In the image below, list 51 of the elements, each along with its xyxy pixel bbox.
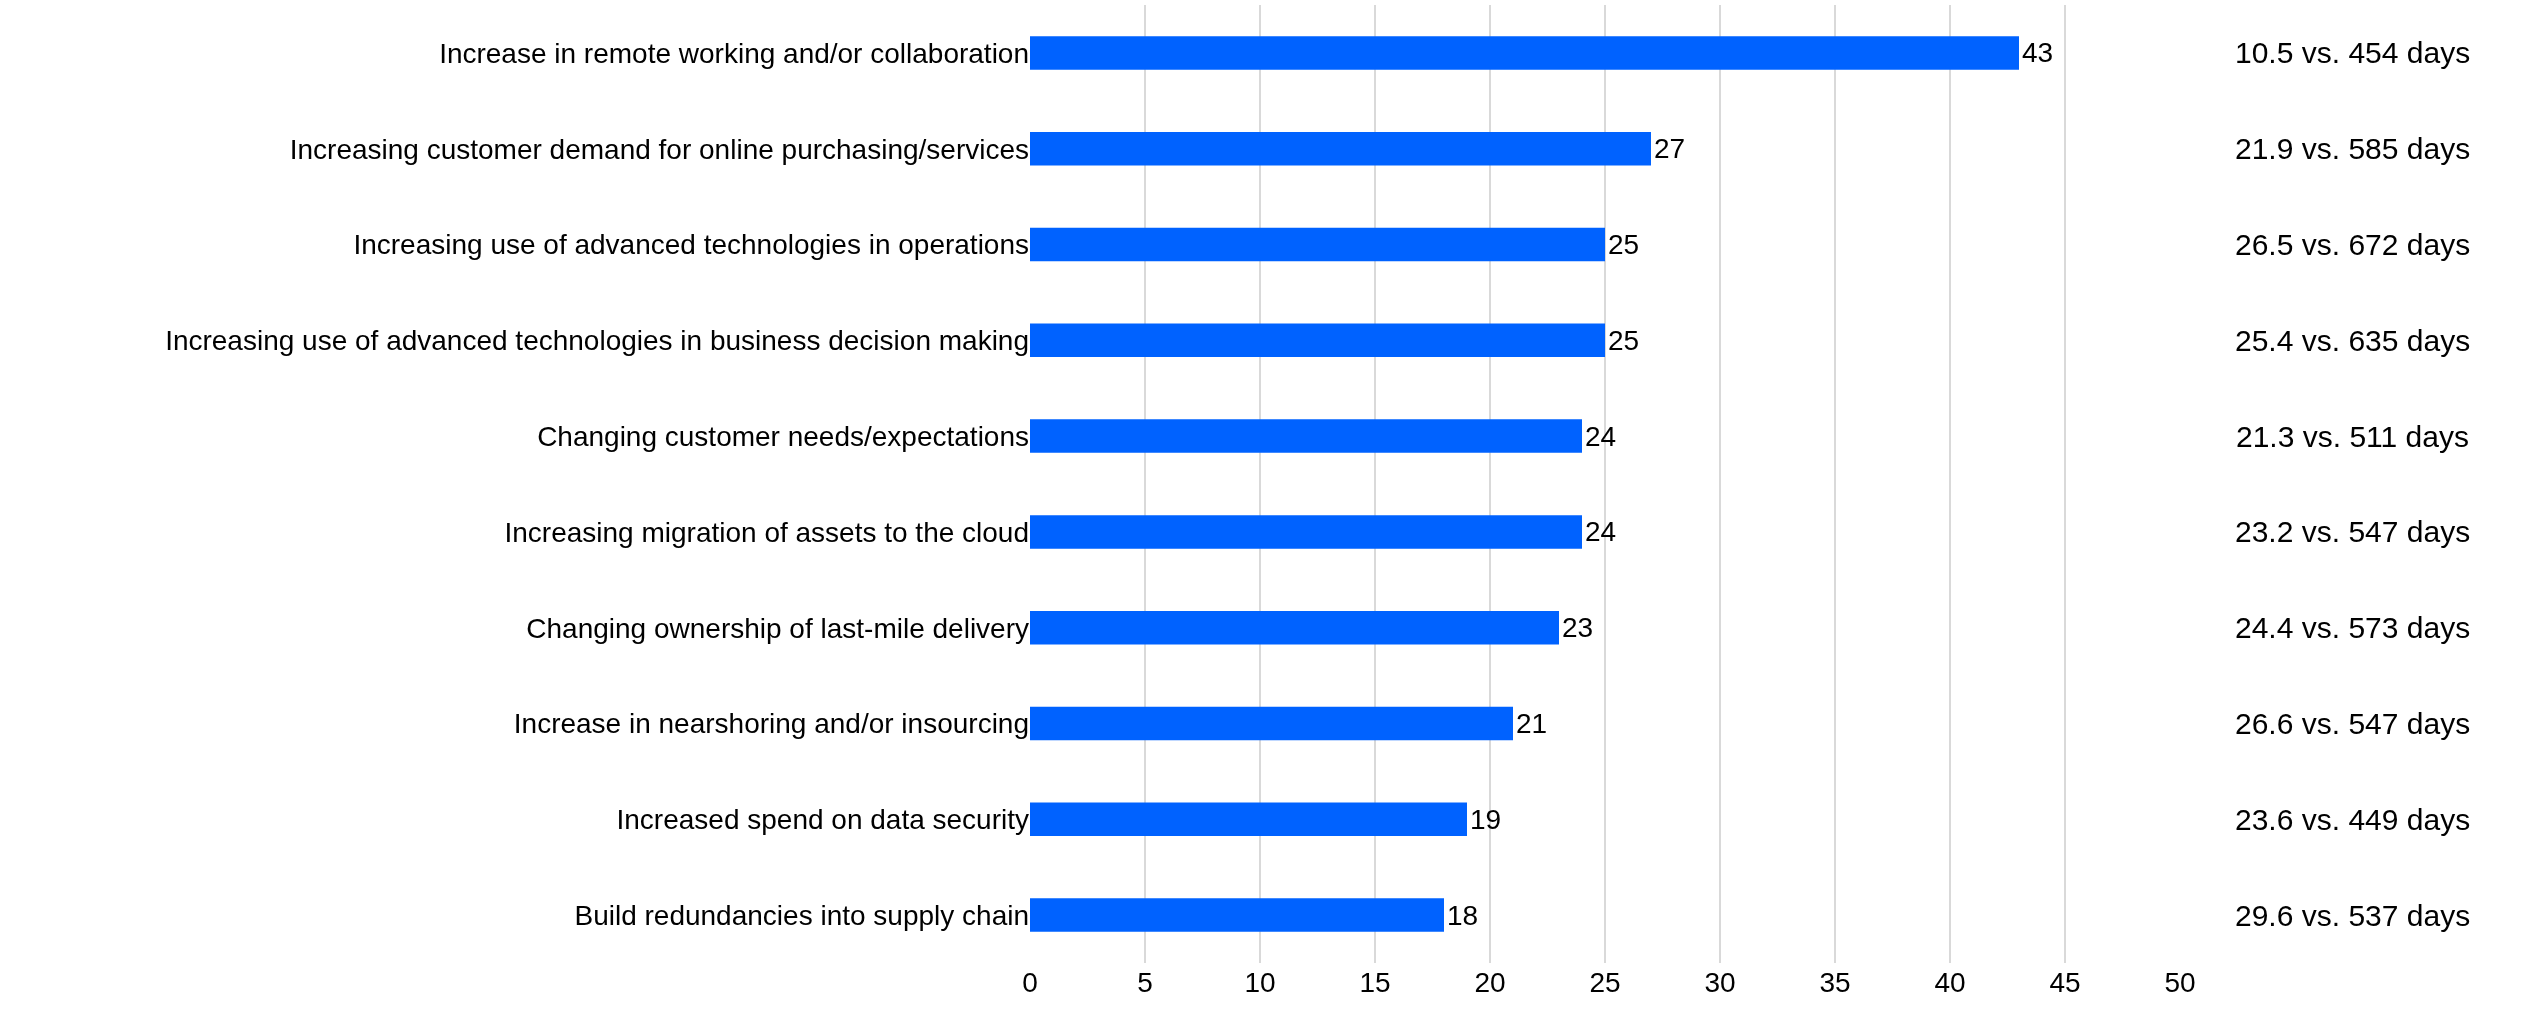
text: 26.6 vs. 547 days bbox=[2235, 707, 2471, 740]
y-tick-label: Build redundancies into supply chain bbox=[574, 899, 1029, 931]
x-tick-label: 15 bbox=[1359, 967, 1391, 998]
x-tick-label: 45 bbox=[2049, 967, 2081, 998]
bar bbox=[1030, 515, 1582, 549]
bar bbox=[1030, 36, 2019, 70]
y-tick-label: Increase in nearshoring and/or insourcing bbox=[513, 708, 1029, 740]
data-label: 43 bbox=[2022, 37, 2054, 69]
x-tick-label: 0 bbox=[1022, 967, 1038, 998]
data-label: 18 bbox=[1447, 899, 1479, 931]
bar bbox=[1030, 419, 1582, 453]
y-tick-label: Changing ownership of last-mile delivery bbox=[526, 612, 1029, 644]
x-tick-label: 10 bbox=[1244, 967, 1276, 998]
bar bbox=[1030, 227, 1605, 262]
x-tick-label: 50 bbox=[2164, 967, 2196, 998]
y-tick-label: Increased spend on data security bbox=[616, 804, 1029, 836]
bar bbox=[1030, 323, 1605, 358]
x-tick-label: 35 bbox=[1819, 967, 1851, 998]
bar bbox=[1030, 131, 1651, 166]
bar bbox=[1030, 802, 1467, 837]
y-tick-label: Increasing customer demand for online purchasing/services bbox=[289, 133, 1029, 165]
data-label: 21 bbox=[1516, 708, 1548, 740]
x-tick-label: 20 bbox=[1474, 967, 1506, 998]
x-tick-label: 30 bbox=[1704, 967, 1736, 998]
x-tick-label: 25 bbox=[1589, 967, 1621, 998]
y-tick-label: Increasing use of advanced technologies in operations bbox=[353, 229, 1029, 261]
text: 21.3 vs. 511 days bbox=[2236, 420, 2469, 453]
data-label: 25 bbox=[1608, 324, 1640, 356]
y-tick-label: Increasing migration of assets to the cloud bbox=[504, 516, 1029, 548]
x-tick-label: 40 bbox=[1934, 967, 1966, 998]
bar bbox=[1030, 610, 1559, 645]
data-label: 27 bbox=[1654, 133, 1686, 165]
bar bbox=[1030, 706, 1513, 741]
data-label: 25 bbox=[1608, 229, 1640, 261]
bar bbox=[1030, 898, 1444, 932]
x-tick-label: 5 bbox=[1137, 967, 1153, 998]
data-label: 24 bbox=[1585, 516, 1617, 548]
text: 23.6 vs. 449 days bbox=[2235, 803, 2471, 836]
y-tick-label: Changing customer needs/expectations bbox=[537, 420, 1029, 452]
text: 26.5 vs. 672 days bbox=[2235, 228, 2471, 261]
data-label: 23 bbox=[1562, 612, 1594, 644]
text: 25.4 vs. 635 days bbox=[2235, 324, 2471, 357]
text: 21.9 vs. 585 days bbox=[2235, 132, 2471, 165]
text: 29.6 vs. 537 days bbox=[2235, 899, 2471, 932]
data-label: 19 bbox=[1470, 803, 1502, 835]
data-label: 24 bbox=[1585, 420, 1617, 452]
text: 24.4 vs. 573 days bbox=[2235, 611, 2471, 644]
text: 10.5 vs. 454 days bbox=[2235, 36, 2471, 69]
text: 23.2 vs. 547 days bbox=[2235, 515, 2471, 548]
y-tick-label: Increase in remote working and/or collaboration bbox=[439, 37, 1029, 69]
y-tick-label: Increasing use of advanced technologies in business decision making bbox=[165, 325, 1029, 357]
